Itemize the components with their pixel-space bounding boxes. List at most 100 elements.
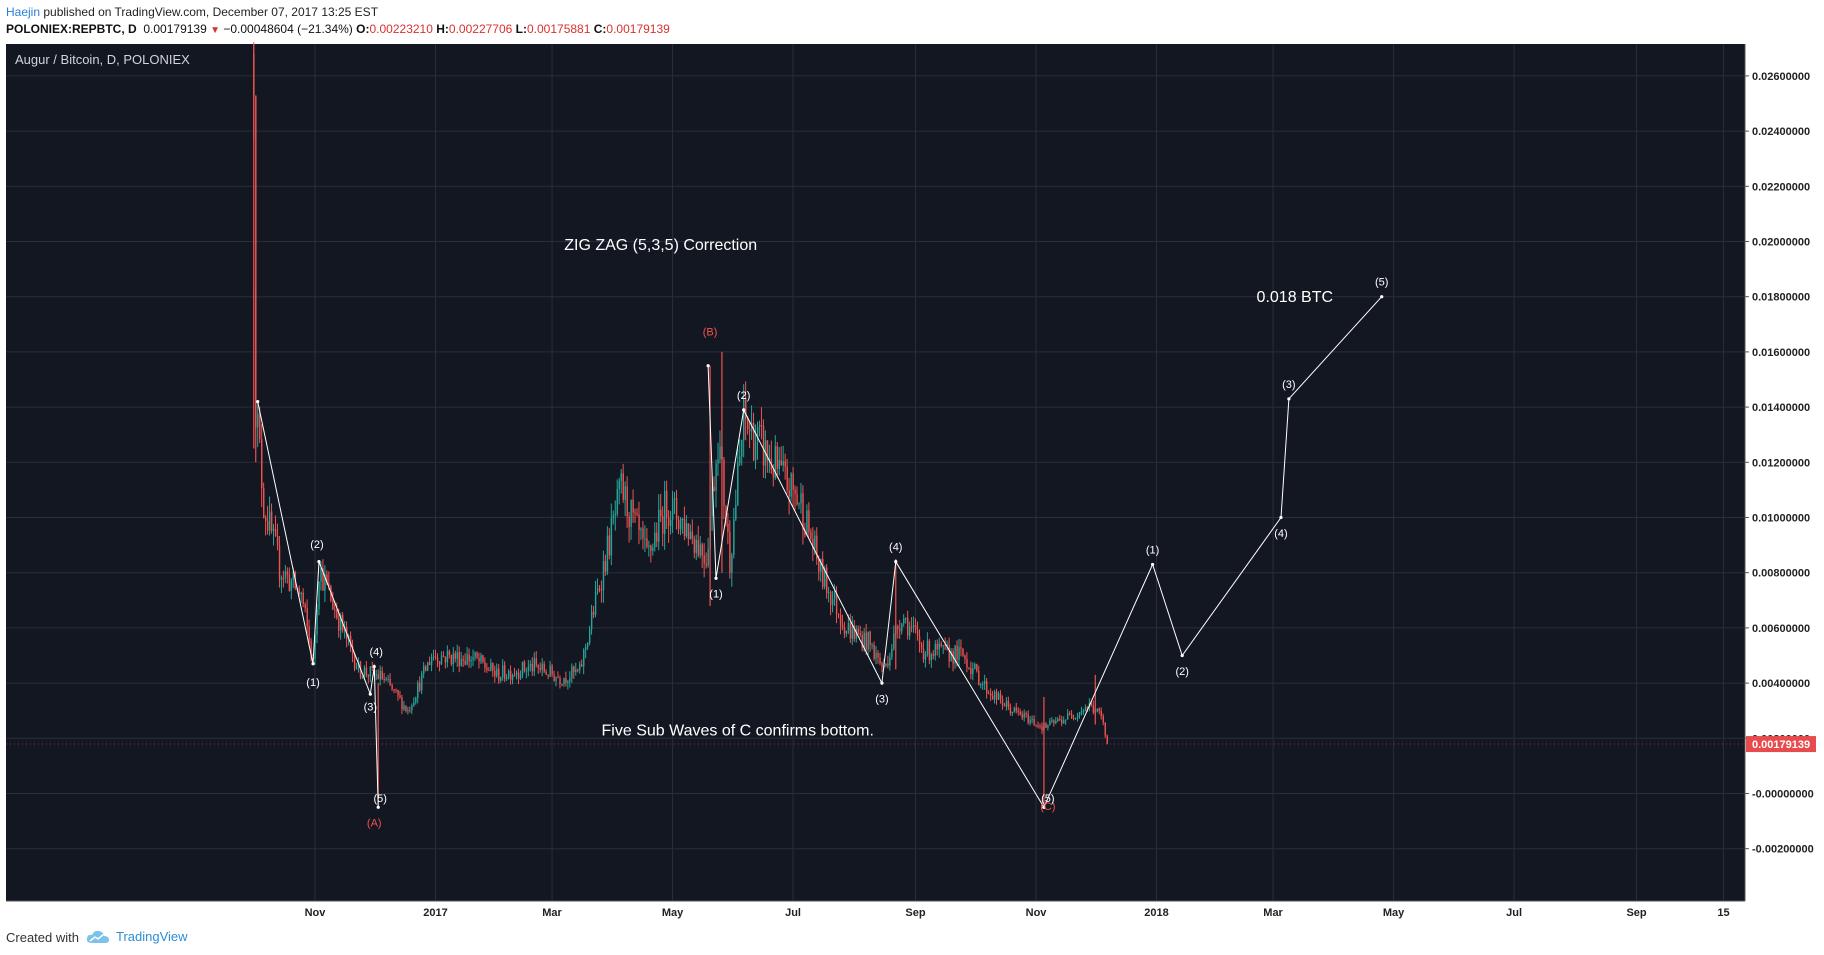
candle-body: [865, 632, 867, 650]
candle-body: [430, 657, 433, 666]
candle-body: [932, 654, 935, 656]
candle-body: [719, 446, 721, 460]
candle-body: [1009, 706, 1012, 714]
candle-body: [810, 532, 812, 539]
annotation-label: ZIG ZAG (5,3,5) Correction: [564, 237, 757, 254]
candle-body: [587, 643, 589, 648]
candle-body: [1100, 710, 1103, 717]
price-chart[interactable]: ZIG ZAG (5,3,5) Correction Five Sub Waves…: [0, 42, 1824, 920]
candle-body: [417, 682, 419, 699]
candle-body: [476, 652, 478, 658]
candle-body: [711, 487, 713, 517]
candle-body: [519, 675, 522, 679]
candle-body: [1082, 711, 1085, 713]
candle-body: [1078, 711, 1081, 716]
x-tick-label: Sep: [905, 907, 925, 919]
candle-body: [407, 710, 409, 712]
candle-body: [395, 689, 397, 691]
open-label: O:: [356, 22, 370, 36]
candle-body: [707, 549, 709, 566]
candle-body: [270, 511, 273, 531]
candle-body: [640, 528, 642, 531]
candle-body: [658, 509, 660, 542]
price-axis[interactable]: 0.02600000 0.02400000 0.02200000 0.02000000…: [6, 44, 1816, 901]
candle-body: [318, 581, 320, 610]
candle-body: [300, 592, 302, 595]
candle-body: [849, 623, 852, 639]
candle-body: [504, 665, 506, 679]
candle-body: [713, 487, 715, 491]
candle-body: [733, 519, 735, 556]
candle-body: [604, 561, 607, 572]
candle-body: [976, 664, 978, 671]
candle-body: [456, 652, 459, 659]
candle-body: [816, 535, 818, 560]
candle-body: [367, 674, 370, 677]
candle-body: [966, 659, 968, 668]
candle-body: [567, 681, 569, 683]
candle-body: [871, 644, 873, 646]
candle-body: [334, 609, 336, 611]
annotation-label: (A): [367, 818, 382, 830]
candle-body: [470, 659, 472, 662]
candle-body: [351, 645, 354, 656]
wave-point: [714, 576, 718, 580]
annotation-label: (1): [709, 589, 722, 601]
wave-point: [1287, 397, 1291, 401]
candle-body: [905, 617, 907, 619]
candle-body: [766, 440, 769, 461]
candle-body: [737, 462, 739, 506]
candle-body: [391, 684, 393, 690]
cloud-icon: [86, 930, 109, 943]
candle-body: [792, 473, 794, 490]
wave-point: [1180, 653, 1184, 658]
candle-body: [292, 571, 295, 581]
candle-body: [413, 702, 415, 706]
tradingview-link[interactable]: TradingView: [86, 929, 188, 944]
candle-body: [581, 664, 583, 667]
candle-body: [537, 664, 540, 668]
candle-body: [800, 493, 802, 504]
down-arrow-icon: ▼: [210, 25, 221, 36]
candle-body: [632, 499, 634, 513]
candle-body: [383, 678, 385, 680]
candles: [253, 42, 1108, 808]
y-tick-label: 0.02400000: [1752, 126, 1810, 138]
candle-body: [308, 626, 310, 641]
wave-point: [1150, 562, 1155, 567]
candle-body: [569, 678, 571, 682]
candle-body: [557, 677, 559, 679]
publish-info: Haejin published on TradingView.com, Dec…: [6, 5, 378, 19]
candle-body: [835, 593, 838, 614]
candle-body: [1045, 723, 1047, 728]
candle-body: [999, 693, 1002, 700]
candle-body: [723, 459, 725, 506]
annotation-label: (2): [737, 390, 750, 402]
candle-body: [997, 693, 1000, 700]
wave-point: [706, 364, 710, 368]
time-axis[interactable]: Nov 2017 Mar May Jul Sep Nov 2018 Mar May Jul Sep 15: [6, 900, 1745, 919]
author-link[interactable]: Haejin: [6, 5, 41, 19]
candle-body: [752, 423, 755, 461]
high-value: 0.00227706: [448, 22, 513, 36]
y-tick-label: 0.01200000: [1752, 457, 1810, 469]
y-tick-label: 0.00800000: [1752, 568, 1810, 580]
candle-body: [1102, 716, 1104, 723]
candle-body: [956, 645, 958, 660]
low-label: L:: [515, 22, 527, 36]
candle-body: [393, 689, 395, 691]
candle-body: [336, 610, 338, 619]
candle-body: [788, 490, 790, 497]
candle-body: [385, 678, 387, 680]
candle-body: [887, 663, 889, 666]
candle-body: [705, 563, 707, 566]
candle-body: [908, 626, 911, 636]
candle-body: [466, 654, 468, 665]
candle-body: [573, 666, 575, 672]
candle-body: [377, 674, 380, 680]
candle-body: [355, 668, 358, 670]
candle-body: [851, 625, 854, 639]
last-price: 0.00179139: [143, 22, 207, 36]
candle-body: [912, 625, 915, 627]
candle-body: [1072, 717, 1075, 719]
